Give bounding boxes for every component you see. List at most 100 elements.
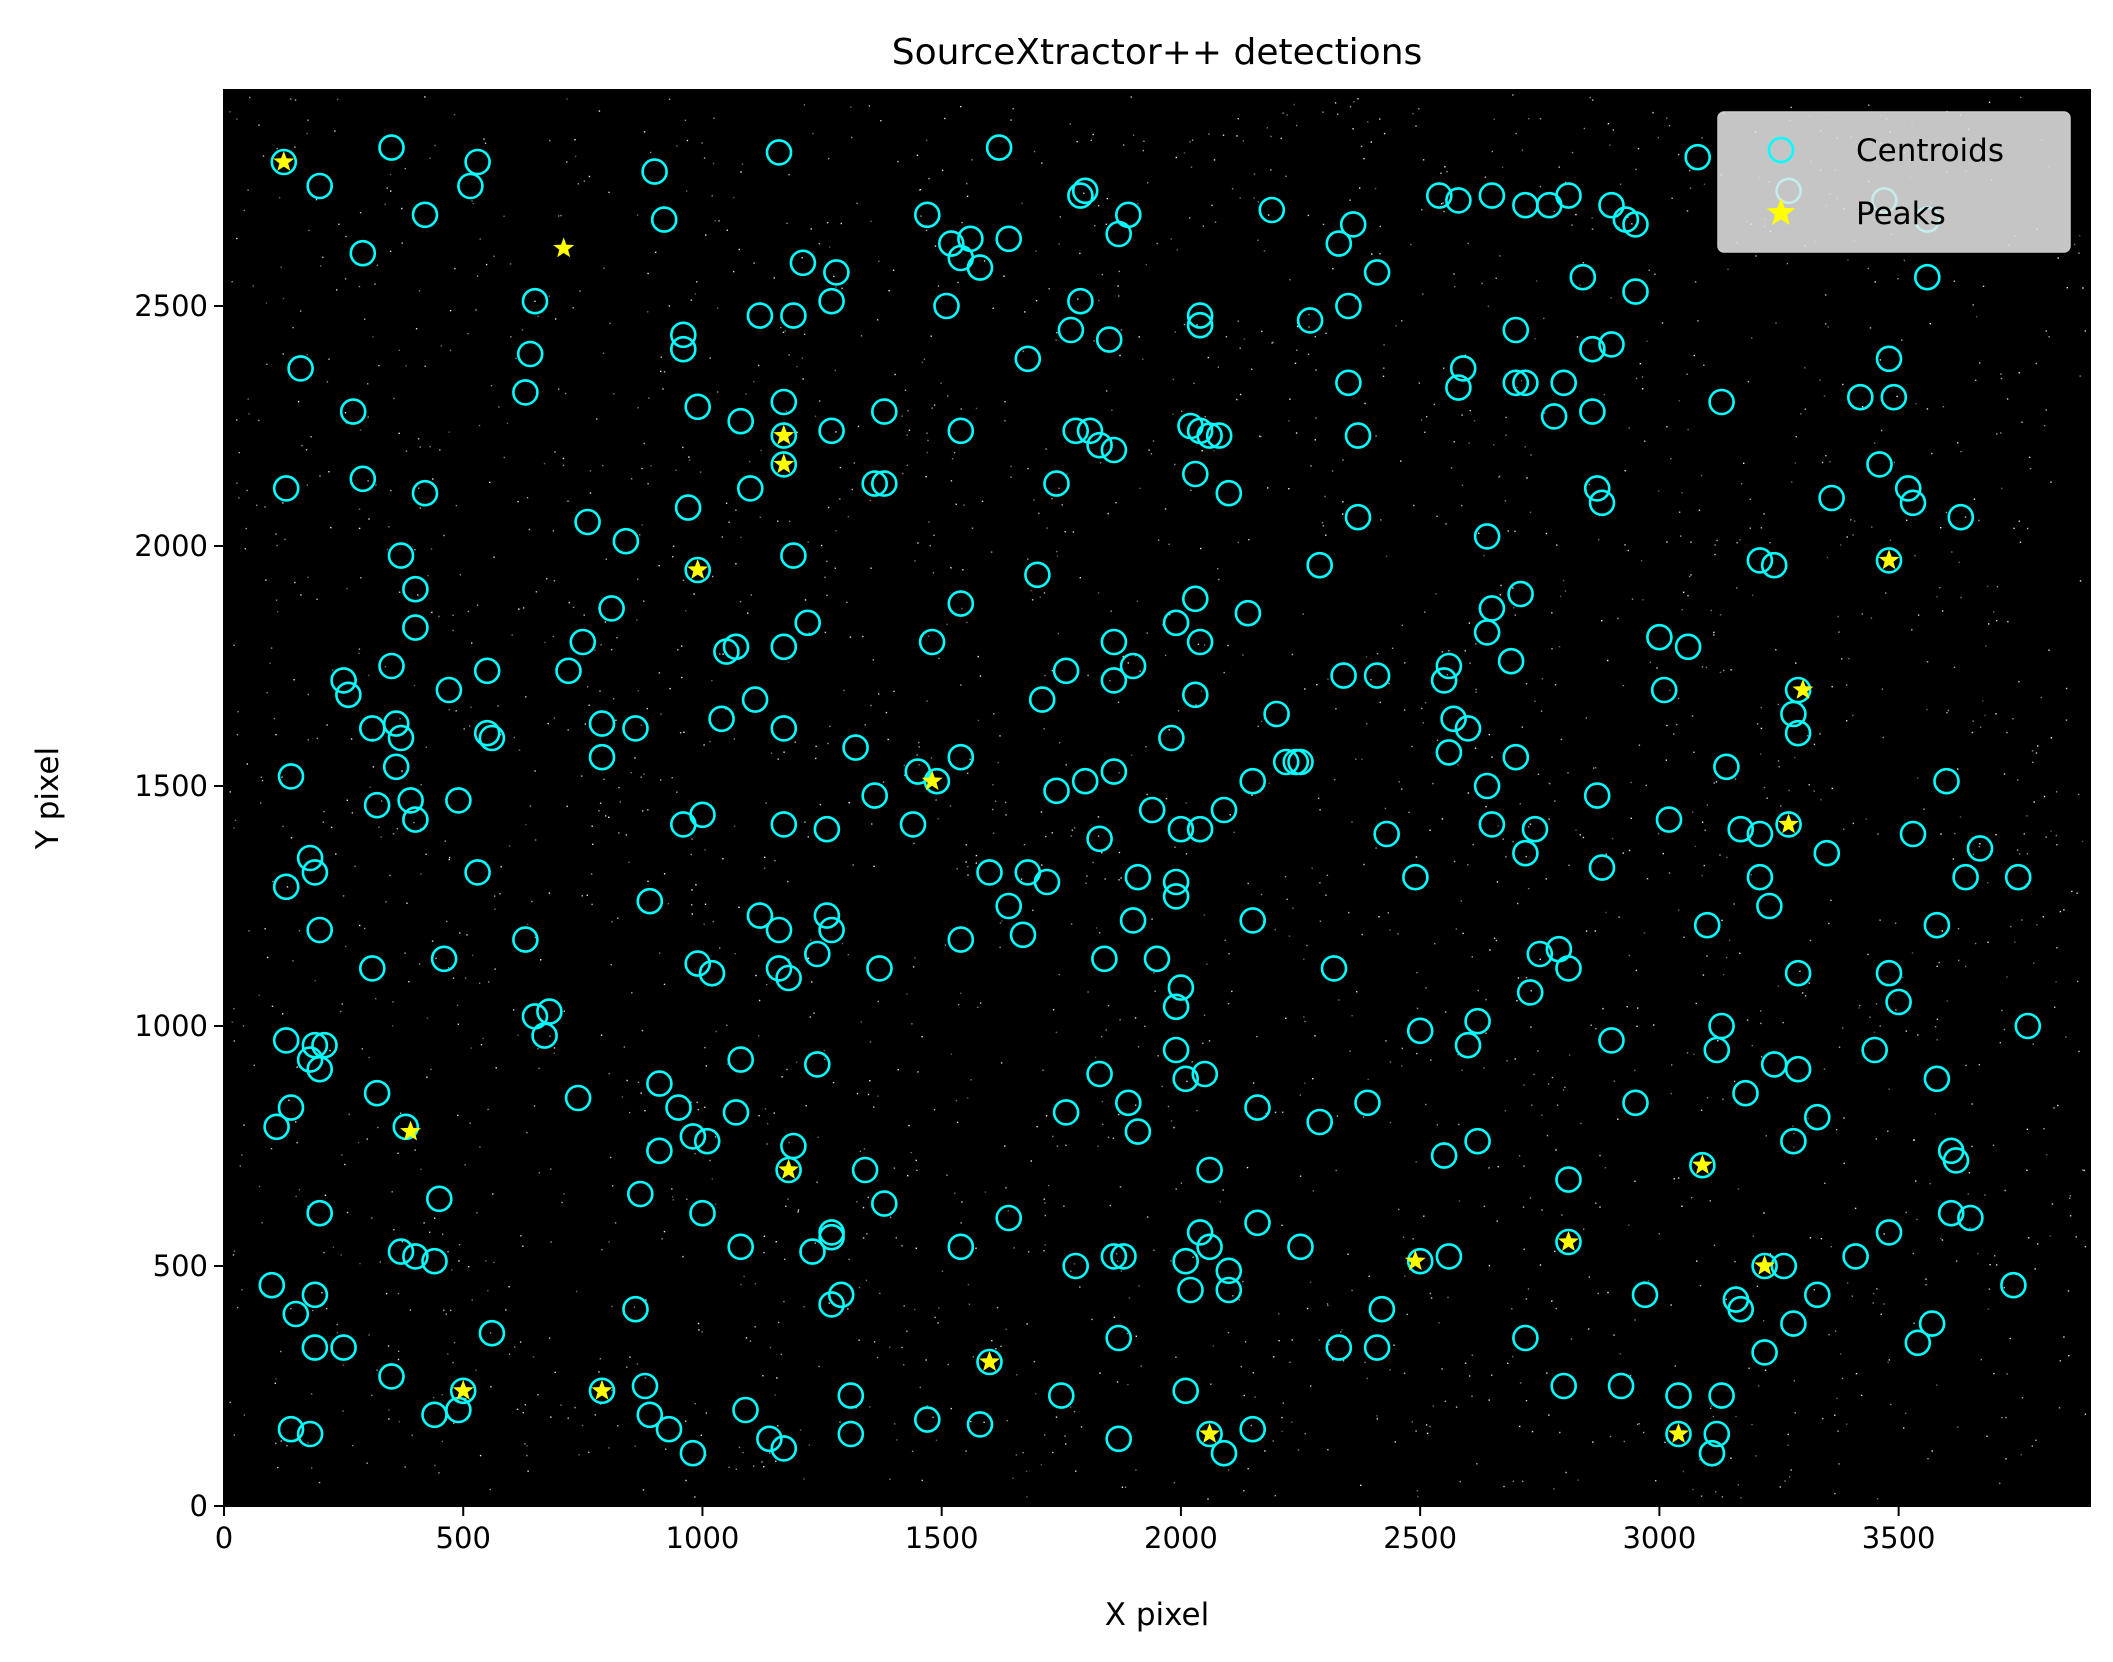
noise-dot xyxy=(344,412,347,414)
centroid-point xyxy=(679,1123,707,1150)
noise-dot xyxy=(1170,238,1172,240)
noise-dot xyxy=(773,277,775,279)
noise-dot xyxy=(2082,287,2084,289)
noise-dot xyxy=(1094,1056,1097,1058)
noise-dot xyxy=(1415,1161,1417,1163)
noise-dot xyxy=(1185,853,1188,855)
noise-dot xyxy=(1202,1042,1204,1044)
noise-dot xyxy=(1846,1423,1848,1425)
noise-dot xyxy=(608,1447,610,1449)
noise-dot xyxy=(1360,1484,1362,1486)
noise-dot xyxy=(897,1069,899,1071)
noise-dot xyxy=(1118,879,1120,881)
noise-dot xyxy=(1135,1335,1137,1337)
noise-dot xyxy=(784,1258,786,1260)
noise-dot xyxy=(782,331,785,333)
noise-dot xyxy=(1404,1275,1406,1277)
noise-dot xyxy=(345,945,347,948)
noise-dot xyxy=(1090,139,1092,142)
centroid-point xyxy=(387,542,415,569)
noise-dot xyxy=(405,365,407,367)
noise-dot xyxy=(544,641,546,644)
centroid-point xyxy=(1813,839,1841,867)
noise-dot xyxy=(1617,1118,1619,1120)
noise-dot xyxy=(1887,1361,1889,1363)
noise-dot xyxy=(1237,541,1239,544)
noise-dot xyxy=(307,1442,309,1444)
noise-dot xyxy=(931,407,933,409)
noise-dot xyxy=(2076,892,2078,894)
noise-dot xyxy=(810,939,812,941)
noise-dot xyxy=(1131,754,1133,756)
noise-dot xyxy=(286,1445,288,1447)
noise-dot xyxy=(2003,773,2006,775)
noise-dot xyxy=(1703,183,1706,185)
centroid-point xyxy=(708,705,735,733)
noise-dot xyxy=(660,370,662,373)
centroid-point xyxy=(655,1415,683,1443)
noise-dot xyxy=(1952,858,1955,860)
noise-dot xyxy=(534,770,536,772)
noise-dot xyxy=(260,776,263,778)
centroid-point xyxy=(818,417,845,445)
noise-dot xyxy=(972,1356,974,1358)
noise-dot xyxy=(1460,900,1462,902)
noise-dot xyxy=(386,187,388,189)
centroid-point xyxy=(1186,311,1214,339)
noise-dot xyxy=(926,1405,928,1407)
noise-dot xyxy=(1556,544,1558,546)
noise-dot xyxy=(1048,288,1050,290)
noise-dot xyxy=(1541,1209,1543,1211)
noise-dot xyxy=(1064,531,1066,533)
noise-dot xyxy=(626,1079,628,1082)
noise-dot xyxy=(1227,1331,1230,1334)
noise-dot xyxy=(1853,520,1856,522)
centroid-point xyxy=(1182,585,1209,613)
noise-dot xyxy=(1956,768,1959,770)
centroid-point xyxy=(1526,940,1554,968)
noise-dot xyxy=(1104,878,1106,880)
noise-dot xyxy=(1682,1470,1685,1473)
noise-dot xyxy=(1351,821,1353,823)
centroid-point xyxy=(1182,460,1209,488)
noise-dot xyxy=(676,791,678,793)
noise-dot xyxy=(1764,1369,1767,1371)
noise-dot xyxy=(2000,432,2002,434)
noise-dot xyxy=(1203,1014,1206,1016)
noise-dot xyxy=(1278,1313,1280,1315)
noise-dot xyxy=(966,195,969,197)
centroid-point xyxy=(1818,484,1845,512)
noise-dot xyxy=(787,1198,789,1200)
noise-dot xyxy=(1715,781,1718,783)
noise-dot xyxy=(1065,1443,1067,1445)
noise-dot xyxy=(1059,216,1061,218)
noise-dot xyxy=(726,1063,729,1065)
peak-point xyxy=(1404,1250,1426,1271)
noise-dot xyxy=(1208,133,1210,135)
noise-dot xyxy=(2069,1195,2071,1197)
noise-dot xyxy=(1119,1186,1122,1188)
noise-dot xyxy=(1097,816,1100,818)
noise-dot xyxy=(1545,878,1547,880)
noise-dot xyxy=(1568,864,1570,866)
centroid-point xyxy=(1894,475,1922,502)
noise-dot xyxy=(1671,197,1673,199)
noise-dot xyxy=(919,189,922,191)
noise-dot xyxy=(1881,688,1884,690)
noise-dot xyxy=(815,745,817,747)
noise-dot xyxy=(1681,608,1683,611)
noise-dot xyxy=(246,489,248,492)
centroid-point xyxy=(626,1180,654,1208)
noise-dot xyxy=(2021,421,2023,423)
noise-dot xyxy=(918,189,921,191)
noise-dot xyxy=(1925,1284,1927,1286)
noise-dot xyxy=(1996,1264,1998,1266)
noise-dot xyxy=(619,801,621,803)
noise-dot xyxy=(1136,600,1138,602)
noise-dot xyxy=(1739,539,1741,541)
noise-dot xyxy=(518,749,521,751)
noise-dot xyxy=(489,481,491,484)
noise-dot xyxy=(2026,1128,2029,1130)
noise-dot xyxy=(1840,544,1842,546)
noise-dot xyxy=(763,867,766,869)
